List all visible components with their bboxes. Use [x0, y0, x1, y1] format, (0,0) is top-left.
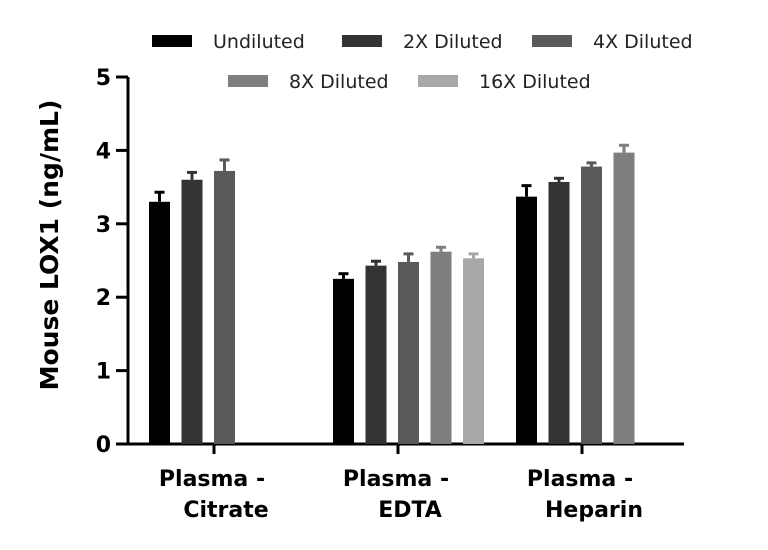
bar [214, 170, 235, 444]
bar [181, 179, 203, 444]
bars [149, 143, 635, 445]
x-tick-label: Plasma - [527, 467, 633, 492]
legend-swatch [532, 35, 572, 47]
y-tick-label: 0 [96, 433, 111, 458]
x-tick-label: Plasma - [159, 467, 265, 492]
bar [581, 166, 602, 444]
legend-label: 8X Diluted [289, 71, 389, 93]
y-axis-label: Mouse LOX1 (ng/mL) [35, 100, 64, 391]
legend-swatch [342, 35, 382, 47]
x-axis: Plasma - Citrate Plasma - EDTA Plasma - Hepar… [128, 442, 684, 523]
bar [430, 251, 452, 444]
x-tick-label: EDTA [378, 498, 442, 523]
y-axis: 0 1 2 3 4 5 [96, 66, 130, 458]
x-tick-label: Citrate [183, 498, 268, 523]
bar [365, 265, 387, 444]
bar [548, 181, 570, 444]
y-tick-label: 1 [96, 360, 111, 385]
bar [516, 196, 537, 444]
bar [398, 261, 419, 444]
legend-label: Undiluted [213, 31, 305, 53]
bar [333, 278, 354, 444]
y-tick-label: 2 [96, 286, 111, 311]
legend-label: 16X Diluted [479, 71, 591, 93]
y-tick-label: 4 [96, 139, 111, 164]
legend-swatch [228, 75, 268, 87]
x-tick-label: Heparin [545, 498, 643, 523]
x-tick-label: Plasma - [343, 467, 449, 492]
bar [463, 258, 484, 444]
legend-swatch [152, 35, 192, 47]
legend: Undiluted 2X Diluted 4X Diluted 8X Diluted 1… [152, 31, 693, 93]
legend-swatch [418, 75, 458, 87]
legend-label: 2X Diluted [403, 31, 503, 53]
y-tick-label: 3 [96, 213, 111, 238]
legend-label: 4X Diluted [593, 31, 693, 53]
y-tick-label: 5 [96, 66, 111, 91]
bar [149, 201, 170, 444]
bar [613, 152, 635, 445]
